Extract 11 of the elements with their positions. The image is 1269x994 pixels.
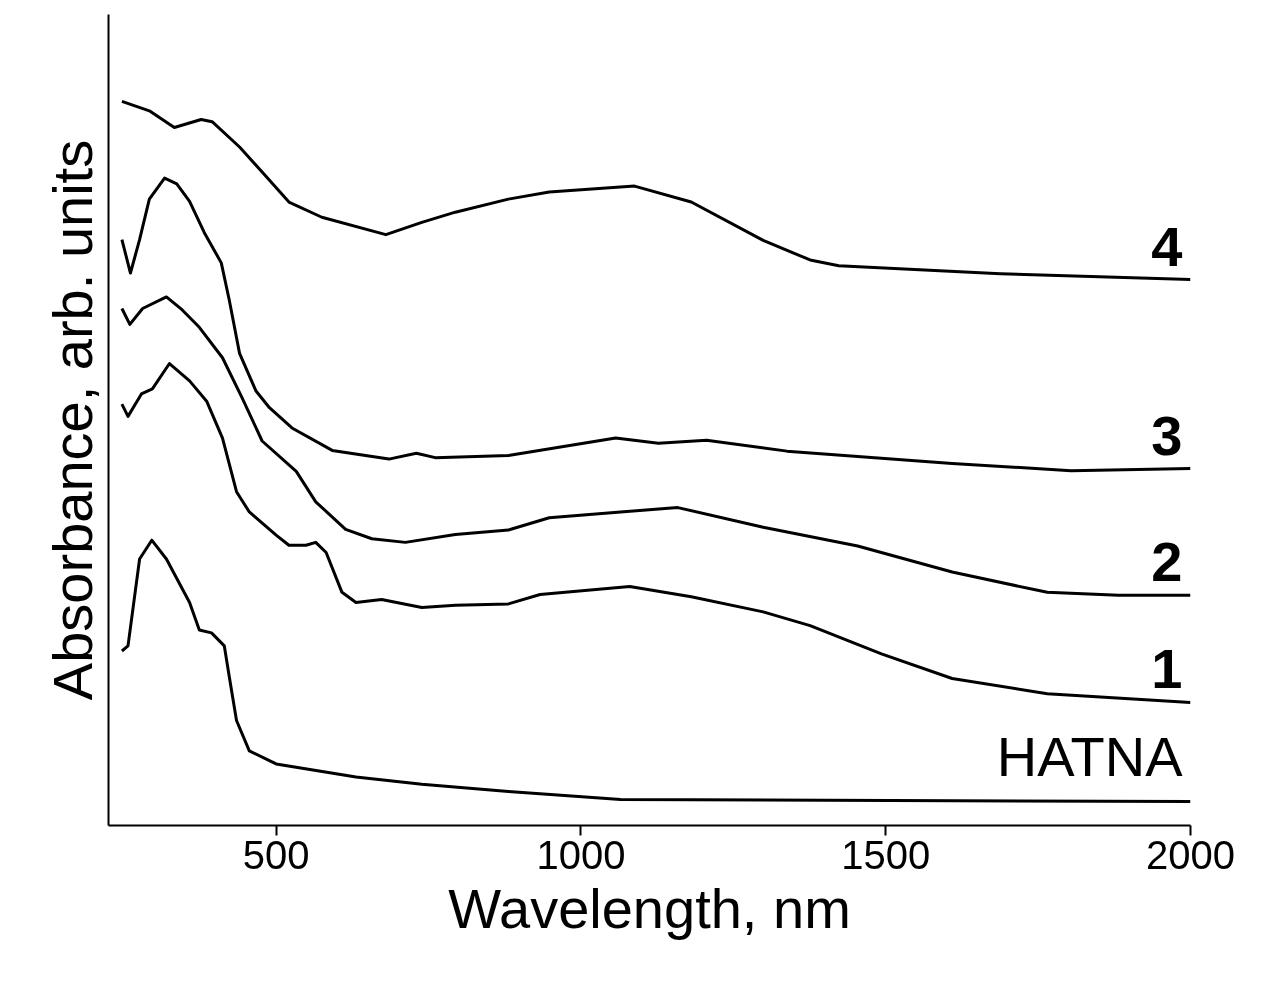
x-tick-label: 2000	[1146, 832, 1235, 877]
x-tick-label: 1500	[841, 832, 931, 877]
y-axis-title: Absorbance, arb. units	[40, 139, 104, 701]
series-label: HATNA	[996, 724, 1184, 788]
x-tick-label: 1000	[536, 832, 626, 877]
x-axis-title: Wavelength, nm	[448, 876, 851, 940]
x-tick-label: 500	[242, 832, 310, 877]
series-label: 3	[1151, 403, 1183, 467]
series-label: 2	[1151, 530, 1183, 594]
series-label: 4	[1151, 214, 1183, 278]
series-label: 1	[1151, 637, 1183, 701]
